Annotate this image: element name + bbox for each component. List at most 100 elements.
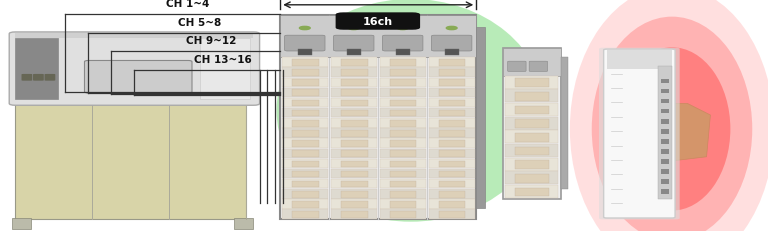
FancyBboxPatch shape <box>429 159 475 168</box>
FancyBboxPatch shape <box>84 61 192 94</box>
FancyBboxPatch shape <box>439 191 465 198</box>
FancyBboxPatch shape <box>661 149 669 154</box>
FancyBboxPatch shape <box>439 211 465 218</box>
FancyBboxPatch shape <box>45 75 55 81</box>
FancyBboxPatch shape <box>515 106 549 115</box>
FancyBboxPatch shape <box>331 210 376 219</box>
FancyBboxPatch shape <box>439 131 465 137</box>
FancyBboxPatch shape <box>389 181 416 188</box>
FancyBboxPatch shape <box>379 210 425 219</box>
FancyBboxPatch shape <box>439 201 465 208</box>
FancyBboxPatch shape <box>379 129 425 138</box>
FancyBboxPatch shape <box>529 62 548 72</box>
FancyBboxPatch shape <box>292 70 319 76</box>
FancyBboxPatch shape <box>340 70 368 76</box>
FancyBboxPatch shape <box>336 13 420 30</box>
FancyBboxPatch shape <box>379 78 425 88</box>
FancyBboxPatch shape <box>429 139 475 148</box>
FancyBboxPatch shape <box>429 58 475 67</box>
FancyBboxPatch shape <box>505 185 558 198</box>
Polygon shape <box>644 157 667 203</box>
FancyBboxPatch shape <box>331 139 376 148</box>
FancyBboxPatch shape <box>429 199 475 209</box>
FancyBboxPatch shape <box>331 88 376 98</box>
FancyBboxPatch shape <box>429 88 475 98</box>
FancyBboxPatch shape <box>439 151 465 157</box>
FancyBboxPatch shape <box>389 171 416 177</box>
FancyBboxPatch shape <box>445 50 458 55</box>
FancyBboxPatch shape <box>379 139 425 148</box>
FancyBboxPatch shape <box>599 49 680 219</box>
FancyBboxPatch shape <box>515 161 549 169</box>
FancyBboxPatch shape <box>12 218 31 229</box>
FancyBboxPatch shape <box>379 119 425 128</box>
FancyBboxPatch shape <box>15 39 58 99</box>
FancyBboxPatch shape <box>429 179 475 189</box>
FancyBboxPatch shape <box>379 169 425 179</box>
FancyBboxPatch shape <box>282 159 328 168</box>
FancyBboxPatch shape <box>515 188 549 197</box>
FancyBboxPatch shape <box>505 131 558 144</box>
FancyBboxPatch shape <box>661 170 669 174</box>
FancyBboxPatch shape <box>331 68 376 77</box>
FancyBboxPatch shape <box>282 98 328 108</box>
FancyBboxPatch shape <box>9 33 260 106</box>
FancyBboxPatch shape <box>439 181 465 188</box>
FancyBboxPatch shape <box>331 169 376 179</box>
FancyBboxPatch shape <box>282 78 328 88</box>
FancyBboxPatch shape <box>340 110 368 117</box>
FancyBboxPatch shape <box>282 169 328 179</box>
FancyBboxPatch shape <box>340 100 368 107</box>
FancyBboxPatch shape <box>429 68 475 77</box>
FancyBboxPatch shape <box>389 131 416 137</box>
FancyBboxPatch shape <box>285 36 325 52</box>
FancyBboxPatch shape <box>282 88 328 98</box>
FancyBboxPatch shape <box>292 191 319 198</box>
FancyBboxPatch shape <box>439 110 465 117</box>
FancyBboxPatch shape <box>389 211 416 218</box>
Polygon shape <box>611 139 632 171</box>
FancyBboxPatch shape <box>515 79 549 88</box>
FancyBboxPatch shape <box>379 179 425 189</box>
FancyBboxPatch shape <box>429 119 475 128</box>
FancyBboxPatch shape <box>379 98 425 108</box>
FancyBboxPatch shape <box>439 70 465 76</box>
FancyBboxPatch shape <box>292 141 319 147</box>
Ellipse shape <box>276 0 545 222</box>
FancyBboxPatch shape <box>282 109 328 118</box>
FancyBboxPatch shape <box>282 149 328 158</box>
FancyBboxPatch shape <box>331 189 376 199</box>
FancyBboxPatch shape <box>661 89 669 94</box>
FancyBboxPatch shape <box>661 159 669 164</box>
FancyBboxPatch shape <box>282 129 328 138</box>
FancyBboxPatch shape <box>505 158 558 171</box>
FancyBboxPatch shape <box>347 50 361 55</box>
FancyBboxPatch shape <box>389 161 416 167</box>
FancyBboxPatch shape <box>429 109 475 118</box>
FancyBboxPatch shape <box>389 110 416 117</box>
FancyBboxPatch shape <box>429 149 475 158</box>
FancyBboxPatch shape <box>389 60 416 66</box>
FancyBboxPatch shape <box>340 120 368 127</box>
FancyBboxPatch shape <box>282 210 328 219</box>
FancyBboxPatch shape <box>661 129 669 134</box>
FancyBboxPatch shape <box>340 131 368 137</box>
FancyBboxPatch shape <box>661 189 669 194</box>
FancyBboxPatch shape <box>282 119 328 128</box>
FancyBboxPatch shape <box>340 90 368 97</box>
FancyBboxPatch shape <box>331 179 376 189</box>
FancyBboxPatch shape <box>429 189 475 199</box>
FancyBboxPatch shape <box>505 172 558 185</box>
FancyBboxPatch shape <box>658 67 672 199</box>
FancyBboxPatch shape <box>515 120 549 129</box>
Text: CH 5~8: CH 5~8 <box>178 18 221 28</box>
FancyBboxPatch shape <box>340 80 368 87</box>
FancyBboxPatch shape <box>379 149 425 158</box>
FancyBboxPatch shape <box>515 147 549 156</box>
FancyBboxPatch shape <box>432 36 472 52</box>
FancyBboxPatch shape <box>607 51 672 69</box>
FancyBboxPatch shape <box>331 109 376 118</box>
FancyBboxPatch shape <box>661 99 669 104</box>
FancyBboxPatch shape <box>331 58 376 67</box>
FancyBboxPatch shape <box>389 151 416 157</box>
